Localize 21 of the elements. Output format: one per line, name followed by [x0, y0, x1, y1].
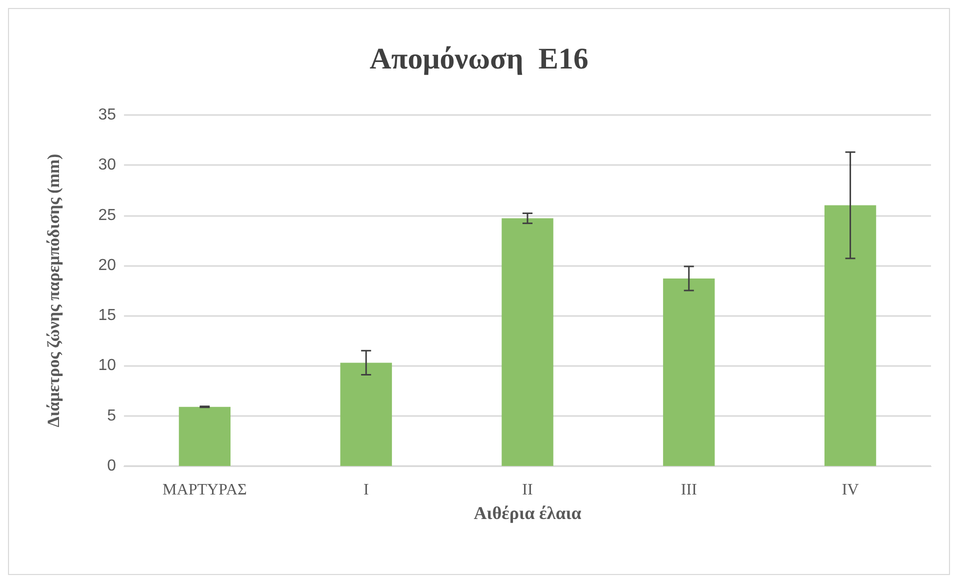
y-tick-label: 5: [107, 407, 116, 424]
x-tick-label: III: [680, 482, 697, 498]
x-axis-title: Αιθέρια έλαια: [474, 503, 582, 523]
y-axis-title: Διάμετρος ζώνης παρεμπόδισης (mm): [44, 154, 63, 428]
bar: [502, 218, 554, 466]
x-tick-label: IV: [842, 482, 860, 498]
y-tick-label: 0: [107, 458, 116, 474]
bar: [178, 406, 231, 466]
y-tick-label: 20: [98, 256, 116, 274]
x-tick-label: II: [522, 482, 533, 498]
x-tick-label: ΜΑΡΤΥΡΑΣ: [162, 482, 247, 498]
bar: [663, 278, 715, 466]
y-tick-label: 30: [98, 156, 116, 174]
x-tick-label: I: [363, 482, 369, 498]
chart-title: Απομόνωση Ε16: [370, 42, 588, 76]
bar: [824, 205, 876, 466]
y-tick-label: 15: [98, 307, 116, 324]
y-tick-label: 25: [98, 206, 116, 224]
bar: [340, 362, 392, 466]
y-tick-label: 35: [98, 106, 116, 124]
y-tick-label: 10: [98, 357, 116, 374]
